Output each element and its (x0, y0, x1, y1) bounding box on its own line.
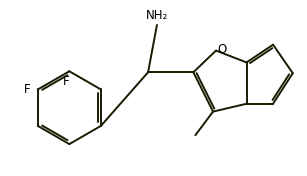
Text: F: F (24, 83, 30, 96)
Text: NH₂: NH₂ (146, 9, 168, 22)
Text: O: O (217, 43, 227, 56)
Text: F: F (63, 75, 70, 88)
